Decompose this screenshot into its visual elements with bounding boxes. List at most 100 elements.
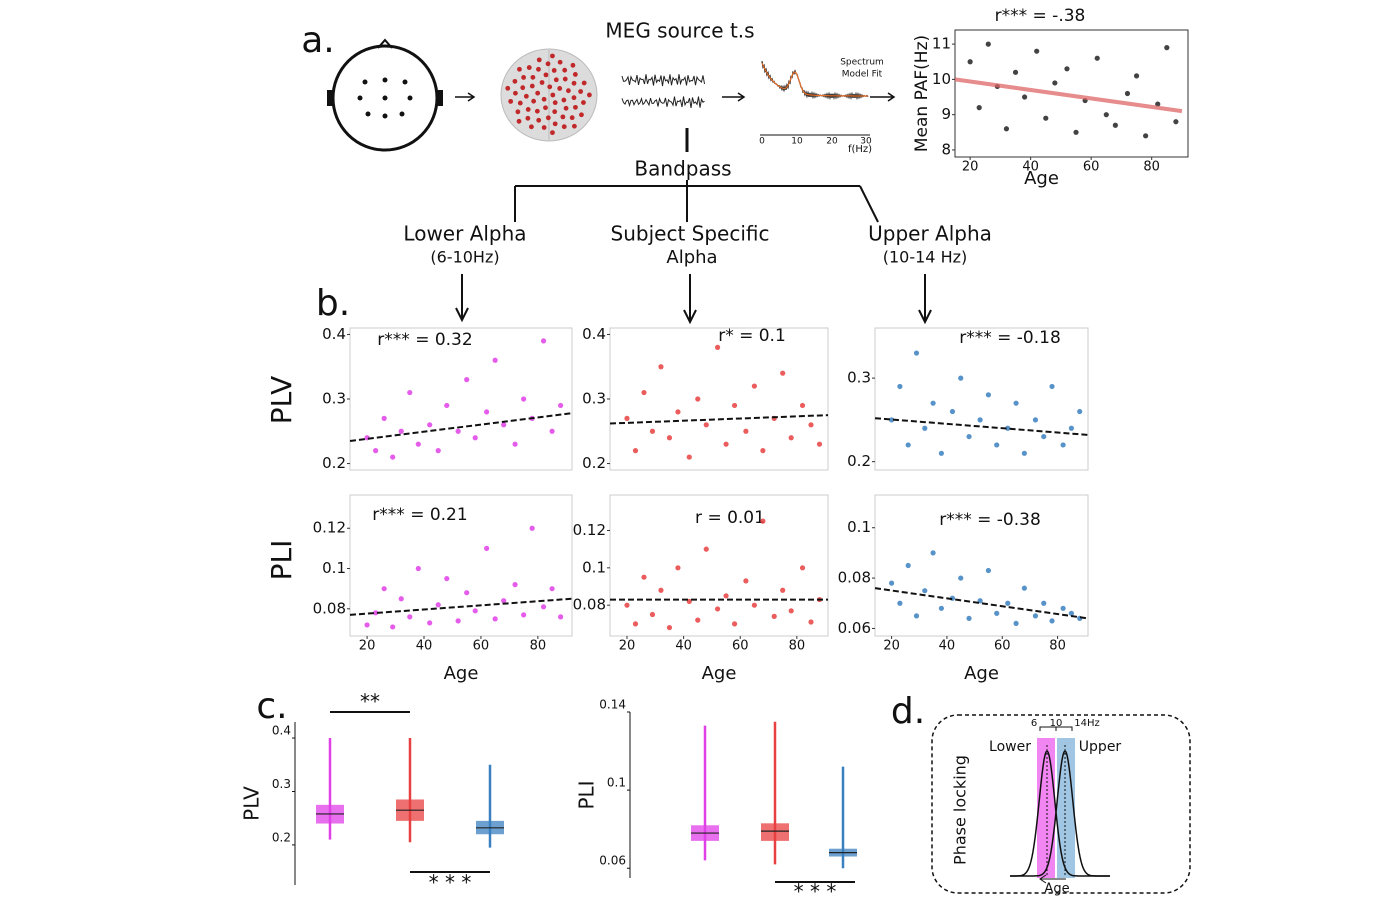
x-tick-label: 40 [1022, 160, 1039, 175]
point [1103, 112, 1109, 118]
point [666, 435, 673, 441]
source [581, 100, 586, 105]
point [731, 621, 738, 627]
y-axis-label: Phase locking [951, 755, 970, 865]
spectrum-fit [761, 62, 868, 97]
chart-title: r*** = 0.32 [377, 330, 472, 350]
point [958, 575, 964, 581]
x-tick-label: 40 [939, 639, 956, 654]
trend-line [954, 77, 1183, 114]
panel-a: a. MEG source t.s 0 10 20 30 f(Hz) Spect… [301, 19, 992, 325]
panel-label: c. [256, 686, 287, 727]
point [930, 550, 936, 556]
source [541, 96, 547, 102]
point [1164, 45, 1170, 51]
point [985, 41, 991, 47]
source [563, 105, 569, 111]
point [484, 545, 490, 551]
point [1021, 585, 1027, 591]
source [570, 62, 576, 68]
source [543, 72, 549, 78]
source [561, 124, 567, 130]
band-range: Alpha [666, 247, 717, 268]
point [714, 606, 721, 612]
y-tick-label: 0.3 [322, 390, 346, 408]
y-tick-label: 0.3 [272, 777, 291, 791]
point [938, 605, 944, 611]
y-tick-label: 0.2 [322, 454, 346, 472]
point [1005, 425, 1011, 431]
point [751, 383, 757, 389]
point [1155, 101, 1161, 107]
point [1032, 417, 1039, 423]
point [1124, 90, 1131, 97]
point [658, 364, 664, 370]
x-tick-label: 80 [530, 639, 547, 654]
point [427, 422, 433, 428]
arrows [455, 274, 932, 325]
point [1003, 126, 1010, 132]
freq-tick: 6 [1031, 718, 1037, 729]
spectrum-label: Model Fit [842, 70, 883, 80]
point [760, 518, 766, 524]
y-tick-label: 0.1 [847, 518, 871, 536]
point [1005, 600, 1011, 606]
point [1049, 618, 1055, 624]
lower-band [1037, 738, 1055, 878]
x-tick-label: 80 [1049, 639, 1066, 654]
significance-label: ** [360, 690, 380, 714]
point [444, 575, 450, 582]
band-label: Subject Specific [611, 222, 770, 246]
point [780, 370, 786, 376]
source [513, 90, 518, 96]
tree [514, 180, 879, 223]
y-tick-label: 0.4 [322, 325, 346, 343]
y-tick-label: 0.08 [313, 599, 346, 617]
point [888, 580, 895, 586]
source [521, 75, 526, 80]
point [1032, 613, 1039, 619]
sensors [357, 77, 413, 119]
source [517, 100, 523, 106]
panel-label: b. [316, 283, 350, 324]
point [373, 610, 379, 616]
point [751, 602, 757, 608]
source [571, 80, 577, 86]
signal [621, 74, 705, 87]
point [492, 616, 498, 622]
point [512, 582, 518, 588]
source [572, 72, 578, 77]
source [517, 66, 522, 72]
box [761, 823, 789, 841]
point [390, 624, 396, 630]
source [508, 98, 514, 104]
point [501, 598, 507, 604]
source [512, 78, 518, 84]
point [435, 602, 441, 608]
chart-title: r*** = 0.21 [372, 505, 467, 525]
point [1077, 408, 1083, 415]
point [1043, 115, 1049, 121]
arrow [870, 92, 896, 102]
point [632, 621, 639, 627]
point [455, 618, 461, 624]
source [505, 85, 511, 91]
point [364, 622, 370, 628]
diagram-frame [931, 714, 1191, 894]
point [808, 422, 814, 428]
panel-label: a. [301, 20, 335, 61]
point [714, 344, 721, 350]
point [1052, 80, 1058, 86]
point [649, 611, 656, 618]
point [695, 396, 701, 402]
point [1021, 94, 1028, 100]
point [407, 614, 413, 620]
source [536, 57, 542, 63]
point [994, 442, 1000, 448]
chart-title: r*** = -.38 [995, 6, 1086, 26]
x-tick-label: 60 [732, 639, 749, 654]
x-tick-label: 40 [675, 639, 692, 654]
point [464, 590, 470, 596]
point [540, 604, 547, 610]
source [560, 114, 566, 120]
